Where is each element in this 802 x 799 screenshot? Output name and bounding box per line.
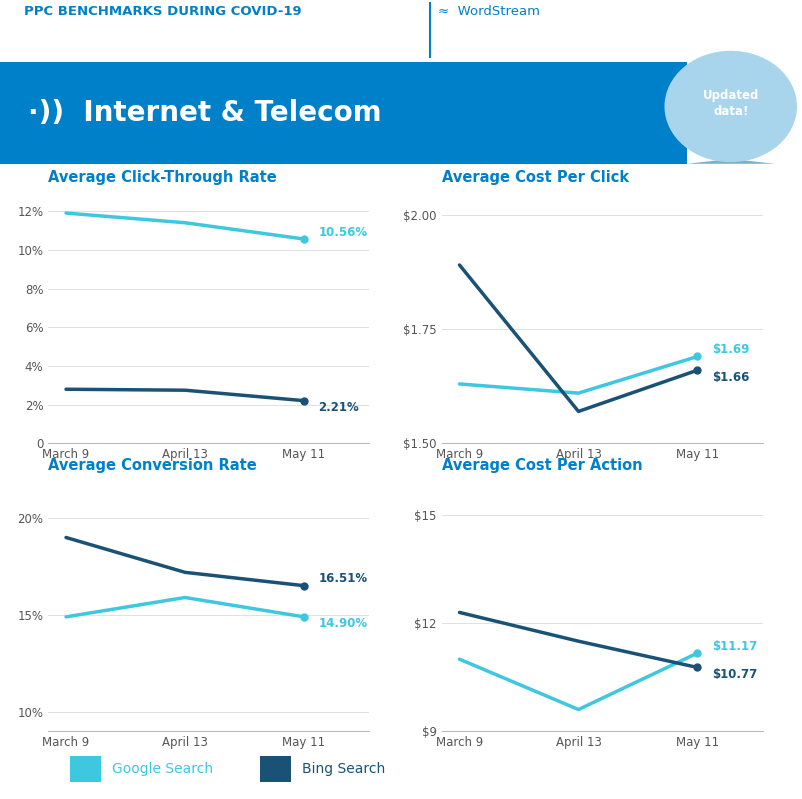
FancyBboxPatch shape [0, 62, 686, 164]
Text: Average Cost Per Action: Average Cost Per Action [441, 458, 642, 473]
Text: $10.77: $10.77 [711, 668, 756, 681]
Text: 10.56%: 10.56% [318, 225, 367, 239]
Text: $1.69: $1.69 [711, 343, 748, 356]
Text: Average Click-Through Rate: Average Click-Through Rate [48, 170, 277, 185]
Text: ≈  WordStream: ≈ WordStream [437, 5, 539, 18]
Text: ·))  Internet & Telecom: ·)) Internet & Telecom [28, 99, 381, 127]
Text: PPC BENCHMARKS DURING COVID-19: PPC BENCHMARKS DURING COVID-19 [24, 5, 302, 18]
Text: $11.17: $11.17 [711, 640, 756, 653]
Text: $1.66: $1.66 [711, 371, 748, 384]
FancyBboxPatch shape [71, 756, 101, 782]
FancyBboxPatch shape [260, 756, 291, 782]
Polygon shape [686, 159, 774, 164]
Text: Average Cost Per Click: Average Cost Per Click [441, 170, 628, 185]
Text: Google Search: Google Search [112, 762, 213, 776]
Text: Bing Search: Bing Search [302, 762, 385, 776]
Text: 16.51%: 16.51% [318, 572, 367, 585]
Text: 14.90%: 14.90% [318, 618, 367, 630]
Text: Average Conversion Rate: Average Conversion Rate [48, 458, 257, 473]
Ellipse shape [664, 51, 796, 162]
Text: Updated
data!: Updated data! [702, 89, 758, 117]
Text: 2.21%: 2.21% [318, 401, 358, 414]
